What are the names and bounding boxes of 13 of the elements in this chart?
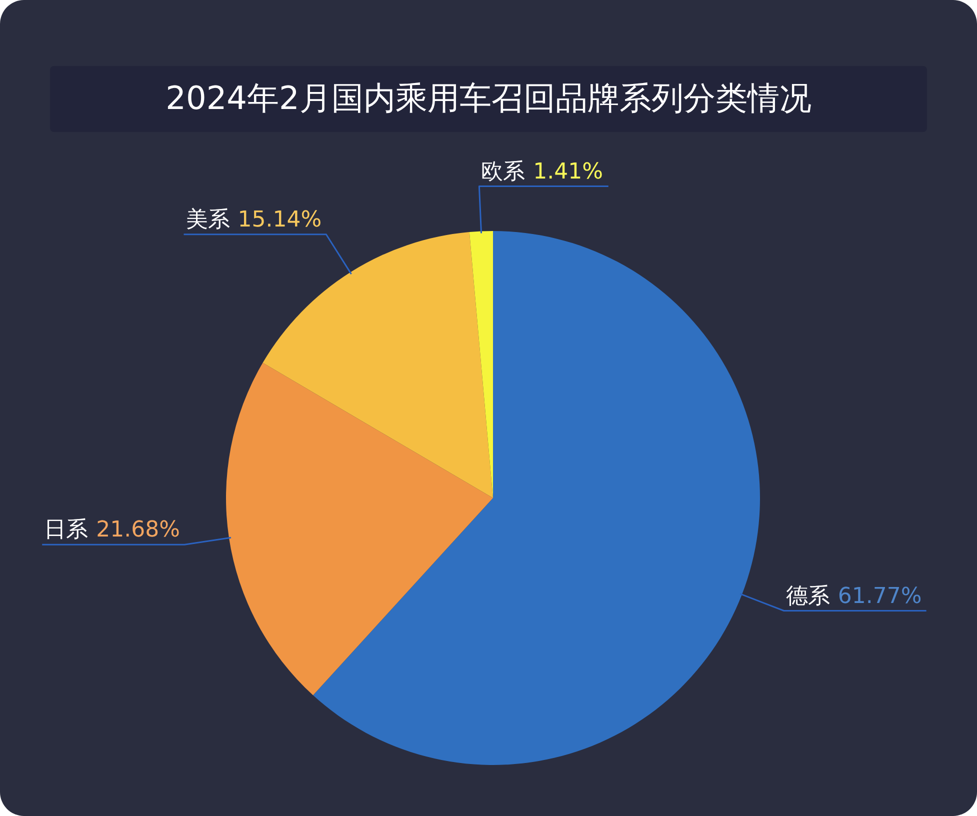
data-label: 1.41% (533, 159, 604, 184)
pie-slice (226, 362, 493, 696)
data-label: 21.68% (96, 518, 180, 543)
slice-label: 美系 (186, 207, 230, 232)
chart-title: 2024年2月国内乘用车召回品牌系列分类情况 (166, 78, 812, 119)
data-label: 15.14% (238, 207, 322, 232)
slice-label: 欧系 (481, 159, 526, 184)
slice-label: 日系 (44, 518, 88, 543)
slice-label: 德系 (786, 584, 830, 609)
pie-slice (469, 231, 493, 498)
pie-slice (262, 232, 493, 498)
data-label: 61.77% (838, 584, 922, 609)
pie-slice (313, 231, 760, 765)
